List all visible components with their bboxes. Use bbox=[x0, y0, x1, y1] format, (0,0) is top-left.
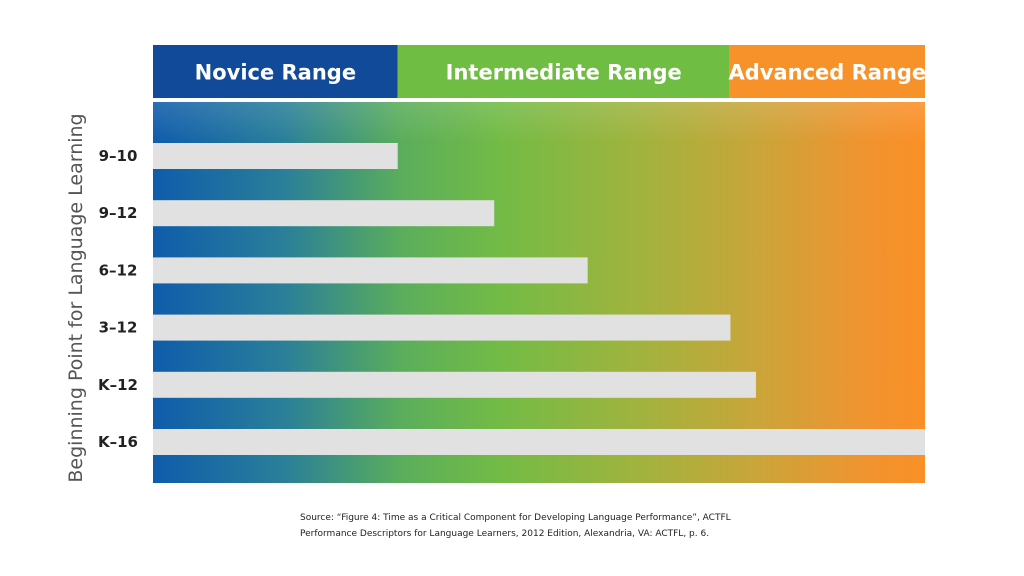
bars bbox=[153, 143, 925, 455]
header-band-intermediate-range bbox=[397, 45, 730, 98]
category-label: 9–10 bbox=[99, 147, 138, 165]
source-line-2: Performance Descriptors for Language Lea… bbox=[300, 529, 710, 539]
category-label: K–16 bbox=[98, 433, 138, 451]
y-axis-label: Beginning Point for Language Learning bbox=[65, 113, 87, 482]
bar bbox=[153, 429, 925, 455]
plot-top-fade bbox=[153, 102, 925, 142]
category-labels: 9–10 9–12 6–12 3–12 K–12 K–16 bbox=[98, 147, 138, 451]
header-band-advanced-range bbox=[729, 45, 925, 98]
range-header: Novice Range Intermediate Range Advanced R… bbox=[153, 45, 926, 102]
source-note: Source: “Figure 4: Time as a Critical Co… bbox=[300, 510, 780, 542]
source-line-1: Source: “Figure 4: Time as a Critical Co… bbox=[300, 513, 731, 523]
header-label-novice-range: Novice Range bbox=[195, 61, 356, 85]
header-band-novice-range bbox=[153, 45, 398, 98]
bar bbox=[153, 371, 756, 398]
category-label: 3–12 bbox=[99, 319, 138, 337]
header-label-intermediate-range: Intermediate Range bbox=[446, 61, 682, 85]
header-label-advanced-range: Advanced Range bbox=[728, 61, 926, 85]
bar bbox=[153, 143, 398, 169]
chart: Novice Range Intermediate Range Advanced R… bbox=[65, 45, 926, 483]
category-label: 9–12 bbox=[99, 204, 138, 222]
bar bbox=[153, 200, 495, 227]
bar bbox=[153, 257, 588, 284]
bar bbox=[153, 314, 731, 341]
category-label: 6–12 bbox=[99, 261, 138, 279]
category-label: K–12 bbox=[98, 376, 138, 394]
